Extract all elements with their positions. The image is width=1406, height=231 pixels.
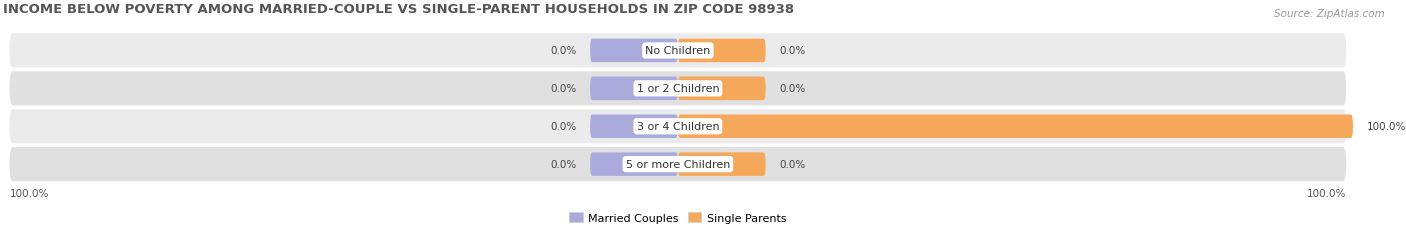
FancyBboxPatch shape <box>678 77 766 101</box>
FancyBboxPatch shape <box>10 72 1346 106</box>
Text: 1 or 2 Children: 1 or 2 Children <box>637 84 720 94</box>
FancyBboxPatch shape <box>678 115 1353 138</box>
Text: 5 or more Children: 5 or more Children <box>626 159 730 169</box>
Text: 0.0%: 0.0% <box>779 46 806 56</box>
Text: 100.0%: 100.0% <box>1306 188 1346 198</box>
Text: 100.0%: 100.0% <box>1367 122 1406 132</box>
FancyBboxPatch shape <box>591 40 678 63</box>
Text: 0.0%: 0.0% <box>779 159 806 169</box>
Legend: Married Couples, Single Parents: Married Couples, Single Parents <box>565 208 790 227</box>
FancyBboxPatch shape <box>10 34 1346 68</box>
FancyBboxPatch shape <box>678 153 766 176</box>
FancyBboxPatch shape <box>591 77 678 101</box>
Text: INCOME BELOW POVERTY AMONG MARRIED-COUPLE VS SINGLE-PARENT HOUSEHOLDS IN ZIP COD: INCOME BELOW POVERTY AMONG MARRIED-COUPL… <box>3 3 794 16</box>
FancyBboxPatch shape <box>10 147 1346 181</box>
Text: 0.0%: 0.0% <box>779 84 806 94</box>
Text: 3 or 4 Children: 3 or 4 Children <box>637 122 720 132</box>
Text: 0.0%: 0.0% <box>550 46 576 56</box>
Text: 0.0%: 0.0% <box>550 84 576 94</box>
FancyBboxPatch shape <box>678 40 766 63</box>
Text: Source: ZipAtlas.com: Source: ZipAtlas.com <box>1274 9 1385 19</box>
Text: 0.0%: 0.0% <box>550 159 576 169</box>
FancyBboxPatch shape <box>591 115 678 138</box>
FancyBboxPatch shape <box>10 110 1346 144</box>
Text: No Children: No Children <box>645 46 710 56</box>
Text: 0.0%: 0.0% <box>550 122 576 132</box>
Text: 100.0%: 100.0% <box>10 188 49 198</box>
FancyBboxPatch shape <box>591 153 678 176</box>
